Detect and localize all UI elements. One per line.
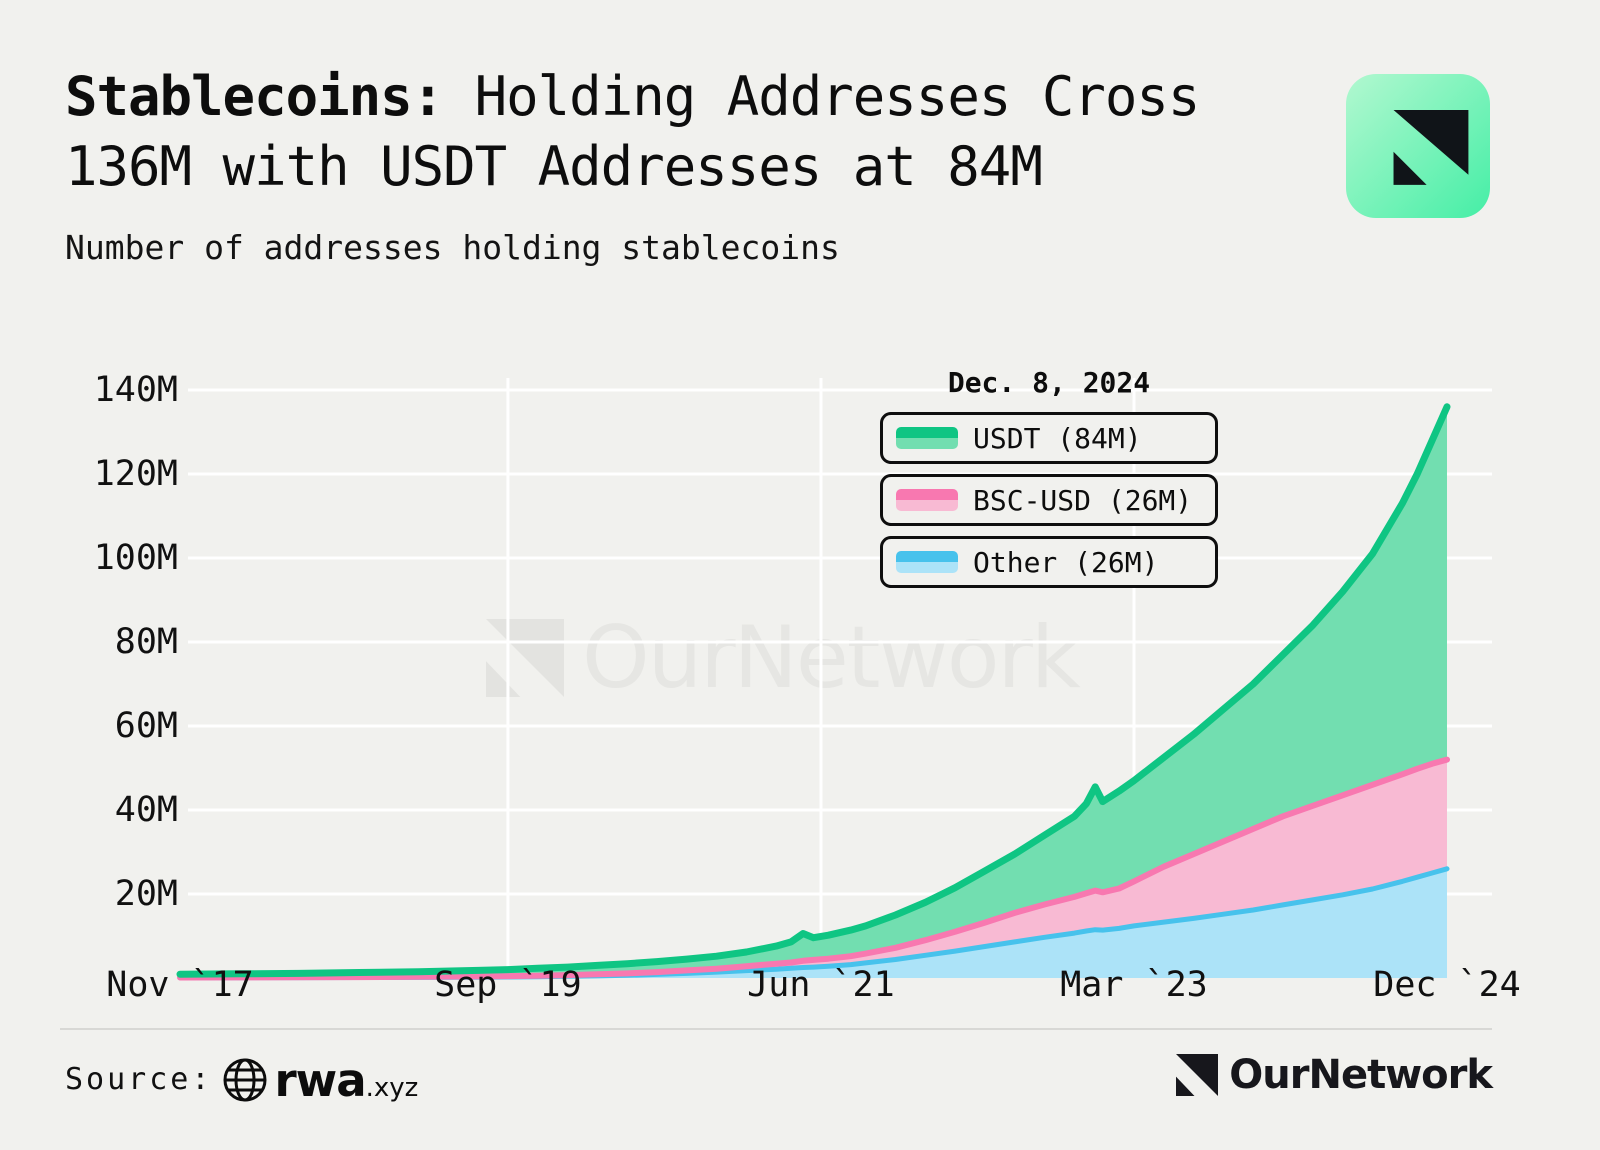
x-axis-tick-label: Mar `23	[1060, 965, 1208, 1005]
watermark-text: OurNetwork	[582, 608, 1081, 708]
legend-item-usdt: USDT (84M)	[880, 412, 1218, 464]
x-axis-tick-label: Nov `17	[106, 965, 254, 1005]
usdt-swatch-icon	[896, 427, 958, 449]
legend-item-bsc-usd: BSC-USD (26M)	[880, 474, 1218, 526]
watermark: OurNetwork	[486, 608, 1081, 708]
ournetwork-footer-logo: OurNetwork	[1175, 1052, 1493, 1098]
y-axis-tick-label: 60M	[114, 706, 178, 746]
x-axis-tick-label: Dec `24	[1373, 965, 1521, 1005]
y-axis-tick-label: 100M	[93, 538, 178, 578]
legend-label-usdt: USDT (84M)	[973, 421, 1142, 455]
rwa-logo-text: rwa	[274, 1053, 366, 1107]
source-attribution: Source: rwa .xyz	[65, 1050, 418, 1110]
y-axis-tick-label: 120M	[93, 454, 178, 494]
y-axis-tick-label: 80M	[114, 622, 178, 662]
page-title-emphasis: Stablecoins:	[65, 65, 444, 128]
rwa-logo-tld: .xyz	[365, 1072, 419, 1103]
bsc-usd-swatch-icon	[896, 489, 958, 511]
ournetwork-app-icon	[1346, 74, 1490, 218]
page-title: Stablecoins: Holding Addresses Cross 136…	[65, 62, 1340, 202]
legend-item-other: Other (26M)	[880, 536, 1218, 588]
footer-divider	[60, 1028, 1492, 1030]
legend-label-bsc-usd: BSC-USD (26M)	[973, 483, 1193, 517]
watermark-n-icon	[486, 619, 564, 697]
ournetwork-n-icon	[1393, 110, 1469, 185]
y-axis-tick-label: 20M	[114, 874, 178, 914]
rwa-xyz-logo: rwa .xyz	[274, 1054, 418, 1107]
globe-icon	[223, 1058, 267, 1102]
page-title-rest: Holding Addresses Cross 136M with USDT A…	[65, 65, 1200, 198]
ournetwork-footer-text: OurNetwork	[1229, 1052, 1493, 1098]
x-axis-tick-label: Sep `19	[434, 965, 582, 1005]
chart-subtitle: Number of addresses holding stablecoins	[65, 228, 840, 267]
ournetwork-footer-n-icon	[1176, 1054, 1219, 1096]
legend-label-other: Other (26M)	[973, 545, 1159, 579]
x-axis-tick-label: Jun `21	[747, 965, 895, 1005]
y-axis-tick-label: 140M	[93, 370, 178, 410]
legend-date: Dec. 8, 2024	[947, 366, 1151, 399]
other-swatch-icon	[896, 551, 958, 573]
y-axis-tick-label: 40M	[114, 790, 178, 830]
source-label: Source:	[65, 1062, 213, 1097]
